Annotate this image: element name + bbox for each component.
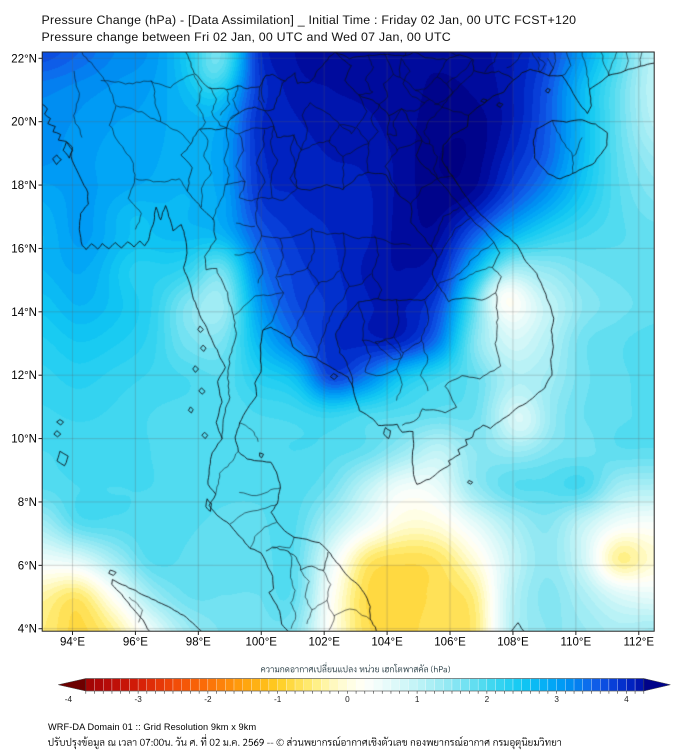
svg-text:-2: -2 <box>204 695 212 704</box>
svg-text:0: 0 <box>345 695 350 704</box>
svg-text:1: 1 <box>415 695 420 704</box>
svg-text:94°E: 94°E <box>60 637 85 649</box>
svg-text:98°E: 98°E <box>186 637 211 649</box>
svg-text:3: 3 <box>554 695 559 704</box>
svg-text:-3: -3 <box>134 695 142 704</box>
svg-text:-1: -1 <box>274 695 282 704</box>
svg-text:22°N: 22°N <box>11 53 37 65</box>
svg-text:2: 2 <box>485 695 490 704</box>
svg-text:110°E: 110°E <box>561 637 592 649</box>
svg-text:96°E: 96°E <box>123 637 148 649</box>
svg-text:4: 4 <box>624 695 629 704</box>
svg-text:20°N: 20°N <box>11 117 37 129</box>
svg-text:104°E: 104°E <box>371 637 403 649</box>
svg-text:8°N: 8°N <box>18 497 37 509</box>
svg-text:14°N: 14°N <box>11 307 37 319</box>
svg-text:4°N: 4°N <box>18 624 37 636</box>
svg-text:106°E: 106°E <box>434 637 466 649</box>
svg-text:18°N: 18°N <box>11 180 37 192</box>
svg-text:108°E: 108°E <box>497 637 529 649</box>
svg-text:16°N: 16°N <box>11 243 37 255</box>
svg-text:102°E: 102°E <box>308 637 340 649</box>
svg-text:112°E: 112°E <box>623 637 654 649</box>
svg-text:6°N: 6°N <box>18 560 37 572</box>
svg-text:12°N: 12°N <box>11 370 37 382</box>
svg-text:-4: -4 <box>65 695 73 704</box>
svg-text:100°E: 100°E <box>246 637 278 649</box>
svg-text:10°N: 10°N <box>11 434 37 446</box>
